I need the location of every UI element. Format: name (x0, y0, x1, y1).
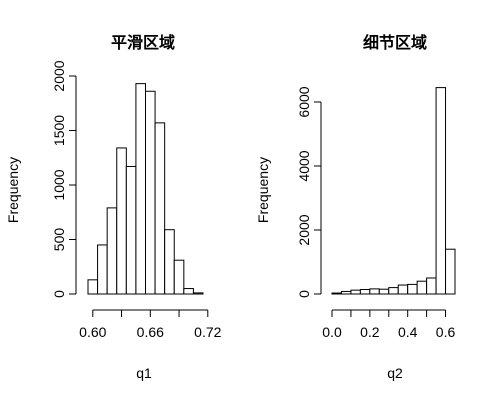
histogram-bar (350, 289, 361, 295)
chart-title-2: 细节区域 (363, 33, 427, 52)
x-axis-1: 0.60 0.66 0.72 (79, 309, 222, 340)
x-tick-label: 0.60 (79, 324, 106, 340)
histogram-bar (173, 259, 185, 295)
bars-2 (331, 87, 456, 295)
histogram-bar (106, 207, 118, 295)
x-tick-label: 0.66 (137, 324, 164, 340)
histogram-bar (435, 87, 447, 295)
y-axis-2: 0 2000 4000 6000 (296, 86, 322, 298)
histogram-bar (192, 292, 204, 295)
y-tick-label: 4000 (296, 150, 312, 181)
histogram-bar (359, 289, 371, 295)
histogram-bar (397, 284, 409, 295)
histogram-bar (97, 244, 108, 295)
bars-1 (87, 83, 204, 295)
chart-title-1: 平滑区域 (111, 33, 175, 52)
histogram-bar (116, 147, 127, 295)
y-tick-label: 0 (51, 290, 67, 298)
x-axis-label-1: q1 (136, 365, 152, 381)
y-axis-label-1: Frequency (5, 157, 21, 223)
histogram-bar (125, 165, 137, 295)
y-tick-label: 500 (51, 228, 67, 252)
y-tick-label: 1500 (51, 115, 67, 146)
y-axis-1: 0 500 1000 1500 2000 (51, 60, 77, 298)
x-tick-label: 0.0 (322, 324, 342, 340)
x-tick-label: 0.4 (398, 324, 418, 340)
histogram-bar (378, 288, 390, 295)
histogram-bar (135, 83, 147, 295)
y-tick-label: 2000 (296, 214, 312, 245)
histogram-bar (154, 122, 166, 295)
x-tick-label: 0.72 (194, 324, 221, 340)
y-tick-label: 2000 (51, 60, 67, 91)
y-tick-label: 0 (296, 290, 312, 298)
y-tick-label: 6000 (296, 86, 312, 117)
histogram-bar (416, 280, 428, 295)
histogram-bar (164, 229, 175, 295)
histogram-bar (183, 288, 194, 295)
histogram-bar (145, 90, 156, 295)
histogram-bar (340, 290, 352, 295)
x-axis-2: 0.0 0.2 0.4 0.6 (322, 309, 456, 340)
histogram-bar (388, 287, 399, 295)
y-tick-label: 1000 (51, 169, 67, 200)
x-tick-label: 0.2 (360, 324, 380, 340)
histogram-bar (331, 292, 342, 295)
x-axis-label-2: q2 (387, 365, 403, 381)
histogram-bar (426, 277, 437, 295)
histogram-bar (445, 248, 456, 295)
histogram-bar (87, 279, 99, 295)
histogram-bar (369, 288, 380, 295)
x-tick-label: 0.6 (436, 324, 456, 340)
histogram-bar (407, 283, 418, 295)
y-axis-label-2: Frequency (255, 157, 271, 223)
